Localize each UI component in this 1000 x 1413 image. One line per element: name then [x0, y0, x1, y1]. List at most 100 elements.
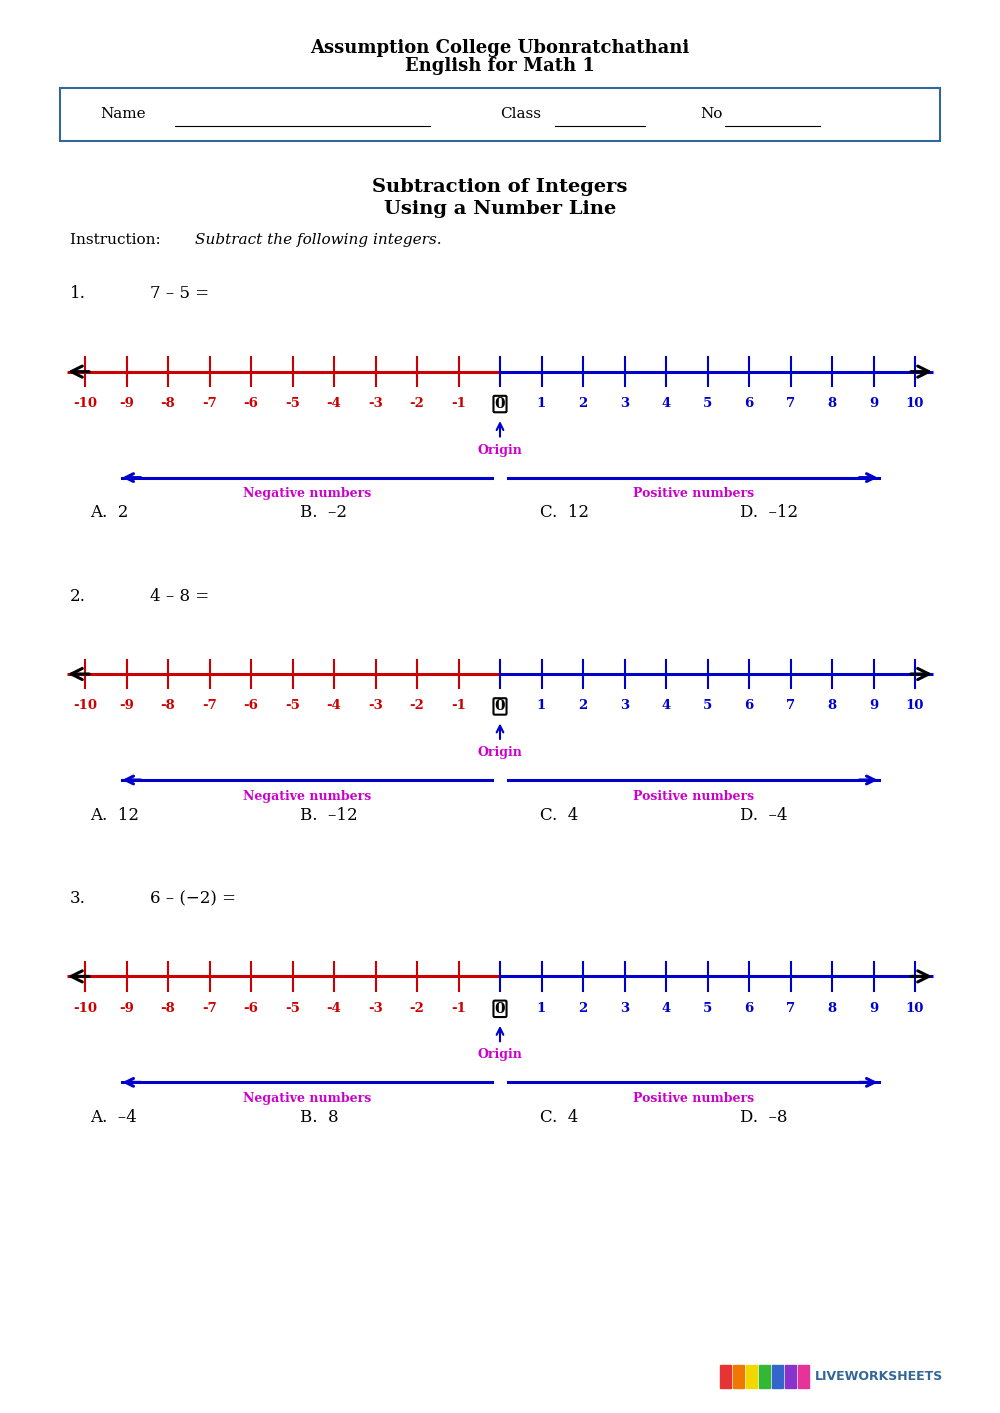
Text: 10: 10 — [906, 397, 924, 410]
Text: LIVEWORKSHEETS: LIVEWORKSHEETS — [815, 1369, 943, 1383]
Text: B.  –12: B. –12 — [300, 807, 358, 824]
Text: 5: 5 — [703, 397, 712, 410]
Text: -10: -10 — [73, 1002, 97, 1015]
Text: -5: -5 — [285, 1002, 300, 1015]
Text: -3: -3 — [368, 1002, 383, 1015]
Text: 8: 8 — [827, 397, 837, 410]
Bar — [785, 1365, 796, 1388]
Bar — [746, 1365, 757, 1388]
Text: Negative numbers: Negative numbers — [243, 487, 371, 500]
Text: 1: 1 — [537, 397, 546, 410]
Text: -6: -6 — [244, 397, 258, 410]
Text: -5: -5 — [285, 699, 300, 712]
Text: 7: 7 — [786, 1002, 795, 1015]
Text: Class: Class — [500, 107, 541, 122]
Text: -2: -2 — [410, 397, 424, 410]
Text: -9: -9 — [119, 699, 134, 712]
Text: D.  –12: D. –12 — [740, 504, 798, 521]
Text: Positive numbers: Positive numbers — [633, 487, 754, 500]
Text: Positive numbers: Positive numbers — [633, 790, 754, 803]
Text: 2: 2 — [578, 699, 588, 712]
Text: -2: -2 — [410, 699, 424, 712]
Text: Origin: Origin — [478, 1048, 522, 1061]
Text: 3: 3 — [620, 1002, 629, 1015]
Text: 1: 1 — [537, 699, 546, 712]
Text: No: No — [700, 107, 722, 122]
Text: 2: 2 — [578, 1002, 588, 1015]
Text: 9: 9 — [869, 397, 878, 410]
Text: -7: -7 — [202, 397, 217, 410]
Text: 4: 4 — [661, 397, 671, 410]
Text: -4: -4 — [327, 397, 341, 410]
Text: Subtraction of Integers: Subtraction of Integers — [372, 178, 628, 195]
Text: Negative numbers: Negative numbers — [243, 1092, 371, 1105]
Text: -9: -9 — [119, 397, 134, 410]
Text: 3.: 3. — [70, 890, 86, 907]
Text: Origin: Origin — [478, 746, 522, 759]
Text: 7: 7 — [786, 397, 795, 410]
Text: -1: -1 — [451, 1002, 466, 1015]
Text: Instruction:: Instruction: — [70, 233, 166, 247]
Bar — [720, 1365, 731, 1388]
Text: -3: -3 — [368, 699, 383, 712]
Text: 3: 3 — [620, 699, 629, 712]
Text: -10: -10 — [73, 397, 97, 410]
Text: A.  12: A. 12 — [90, 807, 139, 824]
Text: A.  2: A. 2 — [90, 504, 128, 521]
Text: D.  –4: D. –4 — [740, 807, 788, 824]
Text: -7: -7 — [202, 699, 217, 712]
Text: 1: 1 — [537, 1002, 546, 1015]
Bar — [798, 1365, 809, 1388]
Text: Positive numbers: Positive numbers — [633, 1092, 754, 1105]
FancyBboxPatch shape — [60, 88, 940, 141]
Text: -8: -8 — [161, 397, 175, 410]
Text: 8: 8 — [827, 1002, 837, 1015]
Text: 10: 10 — [906, 699, 924, 712]
Text: -1: -1 — [451, 397, 466, 410]
Text: 10: 10 — [906, 1002, 924, 1015]
Text: 8: 8 — [827, 699, 837, 712]
Text: -1: -1 — [451, 699, 466, 712]
Text: 3: 3 — [620, 397, 629, 410]
Text: 4: 4 — [661, 1002, 671, 1015]
Text: C.  12: C. 12 — [540, 504, 589, 521]
Text: 2: 2 — [578, 397, 588, 410]
Text: Assumption College Ubonratchathani: Assumption College Ubonratchathani — [310, 40, 690, 57]
Text: -6: -6 — [244, 1002, 258, 1015]
Text: C.  4: C. 4 — [540, 1109, 578, 1126]
Text: -3: -3 — [368, 397, 383, 410]
Text: -10: -10 — [73, 699, 97, 712]
Text: -8: -8 — [161, 699, 175, 712]
Text: -8: -8 — [161, 1002, 175, 1015]
Text: English for Math 1: English for Math 1 — [405, 58, 595, 75]
Text: D.  –8: D. –8 — [740, 1109, 788, 1126]
Text: 9: 9 — [869, 699, 878, 712]
Text: 7: 7 — [786, 699, 795, 712]
Text: -6: -6 — [244, 699, 258, 712]
Text: 0: 0 — [495, 1002, 505, 1016]
Text: 5: 5 — [703, 699, 712, 712]
Text: Subtract the following integers.: Subtract the following integers. — [195, 233, 442, 247]
Text: B.  –2: B. –2 — [300, 504, 347, 521]
Text: 6: 6 — [744, 1002, 754, 1015]
Text: Name: Name — [100, 107, 146, 122]
Text: -2: -2 — [410, 1002, 424, 1015]
Text: 0: 0 — [495, 397, 505, 411]
Text: Origin: Origin — [478, 444, 522, 456]
Text: 7 – 5 =: 7 – 5 = — [150, 285, 209, 302]
Text: B.  8: B. 8 — [300, 1109, 339, 1126]
Text: -4: -4 — [327, 1002, 341, 1015]
Bar — [772, 1365, 783, 1388]
Text: -7: -7 — [202, 1002, 217, 1015]
Text: A.  –4: A. –4 — [90, 1109, 137, 1126]
Text: 6: 6 — [744, 397, 754, 410]
Bar — [733, 1365, 744, 1388]
Text: -5: -5 — [285, 397, 300, 410]
Text: 1.: 1. — [70, 285, 86, 302]
Bar — [759, 1365, 770, 1388]
Text: Using a Number Line: Using a Number Line — [384, 201, 616, 218]
Text: 5: 5 — [703, 1002, 712, 1015]
Text: -9: -9 — [119, 1002, 134, 1015]
Text: 6 – (−2) =: 6 – (−2) = — [150, 890, 236, 907]
Text: C.  4: C. 4 — [540, 807, 578, 824]
